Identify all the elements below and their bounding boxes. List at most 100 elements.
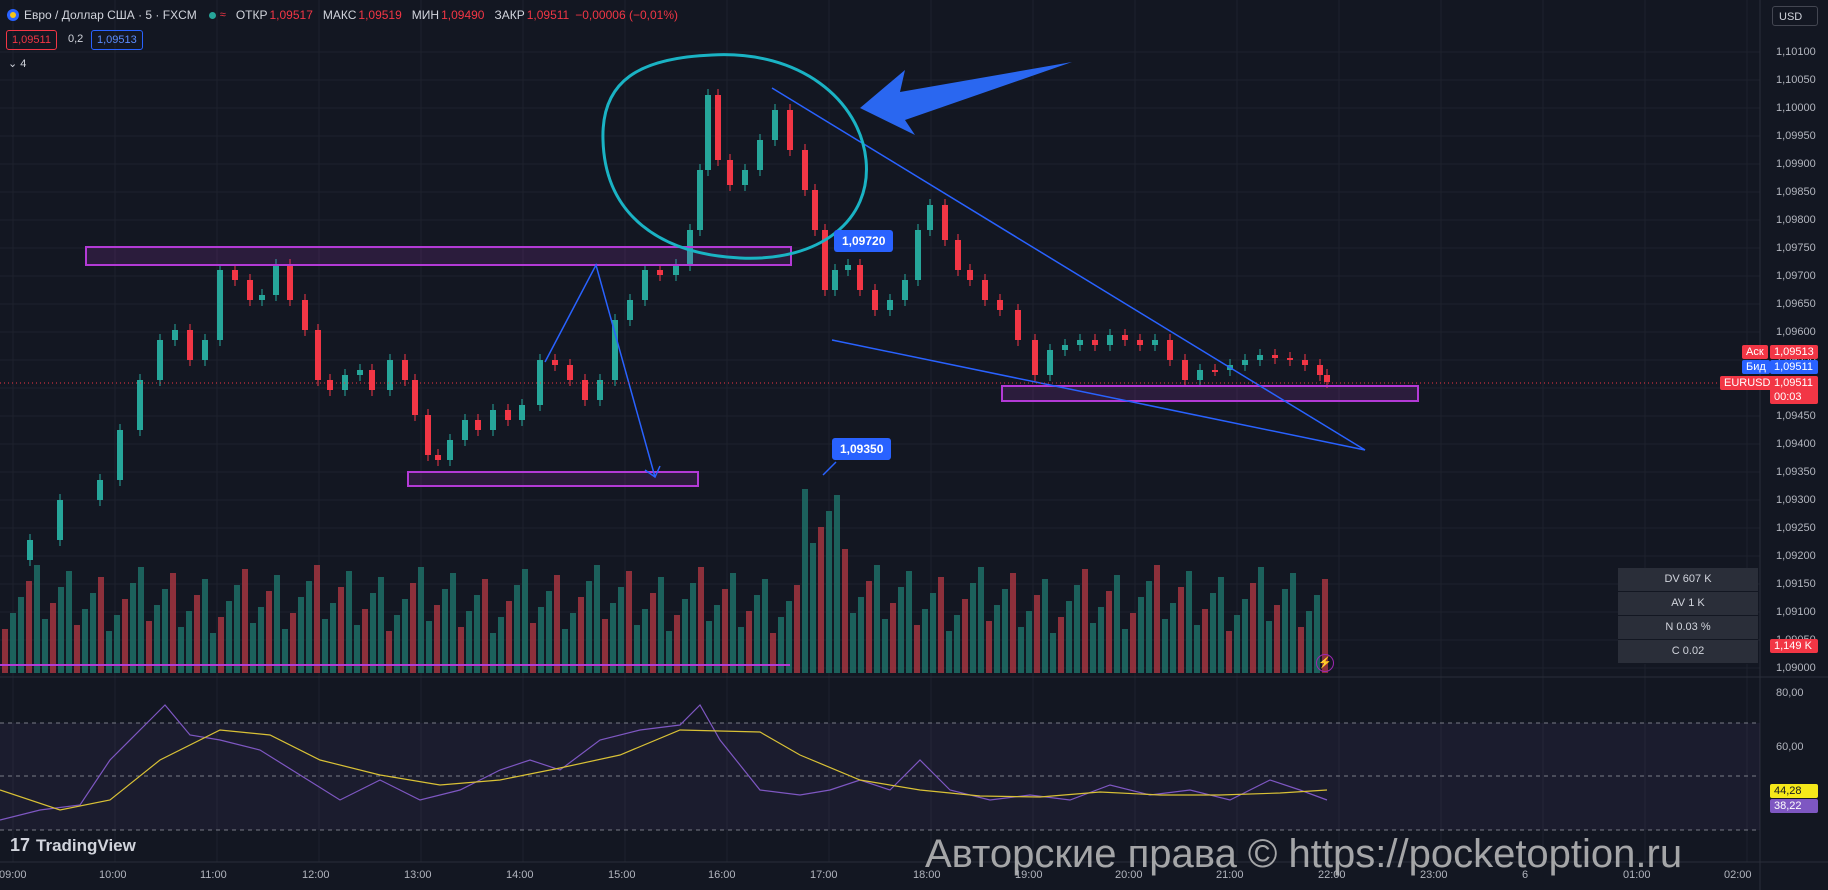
rsi-line bbox=[0, 704, 1328, 821]
volume-bar bbox=[442, 589, 448, 673]
lightning-icon[interactable]: ⚡ bbox=[1316, 654, 1334, 672]
indicators-toggle[interactable]: ⌄ 4 bbox=[8, 57, 26, 70]
candle-body bbox=[117, 430, 123, 480]
volume-bar bbox=[226, 601, 232, 673]
time-tick: 02:00 bbox=[1724, 869, 1752, 881]
volume-bar bbox=[1234, 615, 1240, 673]
time-tick: 01:00 bbox=[1623, 869, 1651, 881]
candle-body bbox=[927, 205, 933, 230]
volume-bar bbox=[770, 633, 776, 673]
candle-body bbox=[187, 330, 193, 360]
volume-stats-box: DV 607 K AV 1 K N 0.03 % C 0.02 bbox=[1618, 568, 1758, 664]
volume-bar bbox=[122, 599, 128, 673]
volume-last: 1,149 K bbox=[1770, 639, 1818, 653]
volume-bar bbox=[826, 511, 832, 673]
volume-bar bbox=[506, 601, 512, 673]
candle-body bbox=[1257, 355, 1263, 360]
volume-bar bbox=[874, 565, 880, 673]
volume-bar bbox=[458, 627, 464, 673]
candle-body bbox=[1324, 375, 1330, 382]
candle-body bbox=[697, 170, 703, 230]
time-tick: 23:00 bbox=[1420, 869, 1448, 881]
candle-body bbox=[202, 340, 208, 360]
stat-n: N 0.03 % bbox=[1618, 616, 1758, 640]
volume-bar bbox=[962, 599, 968, 673]
spread-value: 0,2 bbox=[68, 33, 84, 45]
time-tick: 09:00 bbox=[0, 869, 27, 881]
candle-body bbox=[1317, 365, 1323, 375]
volume-bar bbox=[570, 613, 576, 673]
candle-body bbox=[519, 405, 525, 420]
osc-value-2: 38,22 bbox=[1770, 799, 1818, 813]
candle-body bbox=[412, 380, 418, 415]
volume-bar bbox=[618, 587, 624, 673]
stat-c: C 0.02 bbox=[1618, 640, 1758, 664]
candle-body bbox=[757, 140, 763, 170]
volume-bar bbox=[1018, 627, 1024, 673]
rsi-ma-line bbox=[0, 729, 1328, 811]
volume-bar bbox=[1058, 617, 1064, 673]
volume-bar bbox=[562, 629, 568, 673]
volume-bar bbox=[1082, 569, 1088, 673]
candle-body bbox=[1212, 370, 1218, 372]
bid-tag: Бид bbox=[1742, 360, 1770, 374]
projection-lines bbox=[544, 262, 656, 478]
volume-bar bbox=[1250, 583, 1256, 673]
currency-selector[interactable]: USD bbox=[1772, 6, 1818, 26]
currency-label: USD bbox=[1779, 11, 1803, 23]
candle-body bbox=[342, 375, 348, 390]
last-price-box: 1,09511 00:03 bbox=[1770, 376, 1818, 404]
volume-bar bbox=[706, 621, 712, 673]
candle-body bbox=[857, 265, 863, 290]
price-callout-upper[interactable]: 1,09720 bbox=[834, 230, 894, 252]
candle-body bbox=[872, 290, 878, 310]
volume-bar bbox=[1034, 595, 1040, 673]
symbol-tag: EURUSD bbox=[1720, 376, 1775, 390]
volume-bar bbox=[1122, 629, 1128, 673]
high-value: 1,09519 bbox=[358, 8, 402, 22]
wave-icon: ≈ bbox=[219, 9, 226, 21]
price-tick: 1,10000 bbox=[1776, 102, 1816, 114]
volume-bar bbox=[914, 625, 920, 673]
candle-body bbox=[845, 265, 851, 270]
volume-bar bbox=[106, 631, 112, 673]
time-tick: 10:00 bbox=[99, 869, 127, 881]
volume-bar bbox=[850, 613, 856, 673]
time-tick: 20:00 bbox=[1115, 869, 1143, 881]
volume-bar bbox=[298, 597, 304, 673]
price-callout-lower[interactable]: 1,09350 bbox=[832, 438, 892, 460]
candle-body bbox=[302, 300, 308, 330]
volume-bar bbox=[898, 587, 904, 673]
volume-bar bbox=[82, 609, 88, 673]
volume-bar bbox=[626, 571, 632, 673]
time-tick: 17:00 bbox=[810, 869, 838, 881]
candle-body bbox=[1062, 345, 1068, 350]
volume-bar bbox=[354, 625, 360, 673]
volume-bar bbox=[346, 571, 352, 673]
volume-bar bbox=[1162, 619, 1168, 673]
volume-bar bbox=[1130, 613, 1136, 673]
tv-mark-icon: 17 bbox=[10, 835, 31, 855]
volume-bar bbox=[474, 595, 480, 673]
volume-bar bbox=[658, 577, 664, 673]
symbol-title[interactable]: Евро / Доллар США · 5 · FXCM bbox=[24, 8, 197, 22]
volume-bar bbox=[906, 571, 912, 673]
candle-body bbox=[597, 380, 603, 400]
volume-bar bbox=[1098, 607, 1104, 673]
volume-bar bbox=[818, 527, 824, 673]
candle-body bbox=[1272, 355, 1278, 358]
volume-bar bbox=[210, 633, 216, 673]
tradingview-logo[interactable]: 17 TradingView bbox=[10, 835, 136, 856]
sell-button[interactable]: 1,09511 bbox=[6, 30, 57, 50]
candle-body bbox=[627, 300, 633, 320]
volume-bar bbox=[1066, 601, 1072, 673]
candle-body bbox=[137, 380, 143, 430]
osc-tick-60: 60,00 bbox=[1776, 741, 1804, 753]
pointer-arrow bbox=[860, 62, 1072, 135]
volume-bar bbox=[1298, 627, 1304, 673]
buy-button[interactable]: 1,09513 bbox=[91, 30, 143, 50]
candle-body bbox=[97, 480, 103, 500]
chevron-down-icon: ⌄ bbox=[8, 58, 18, 70]
